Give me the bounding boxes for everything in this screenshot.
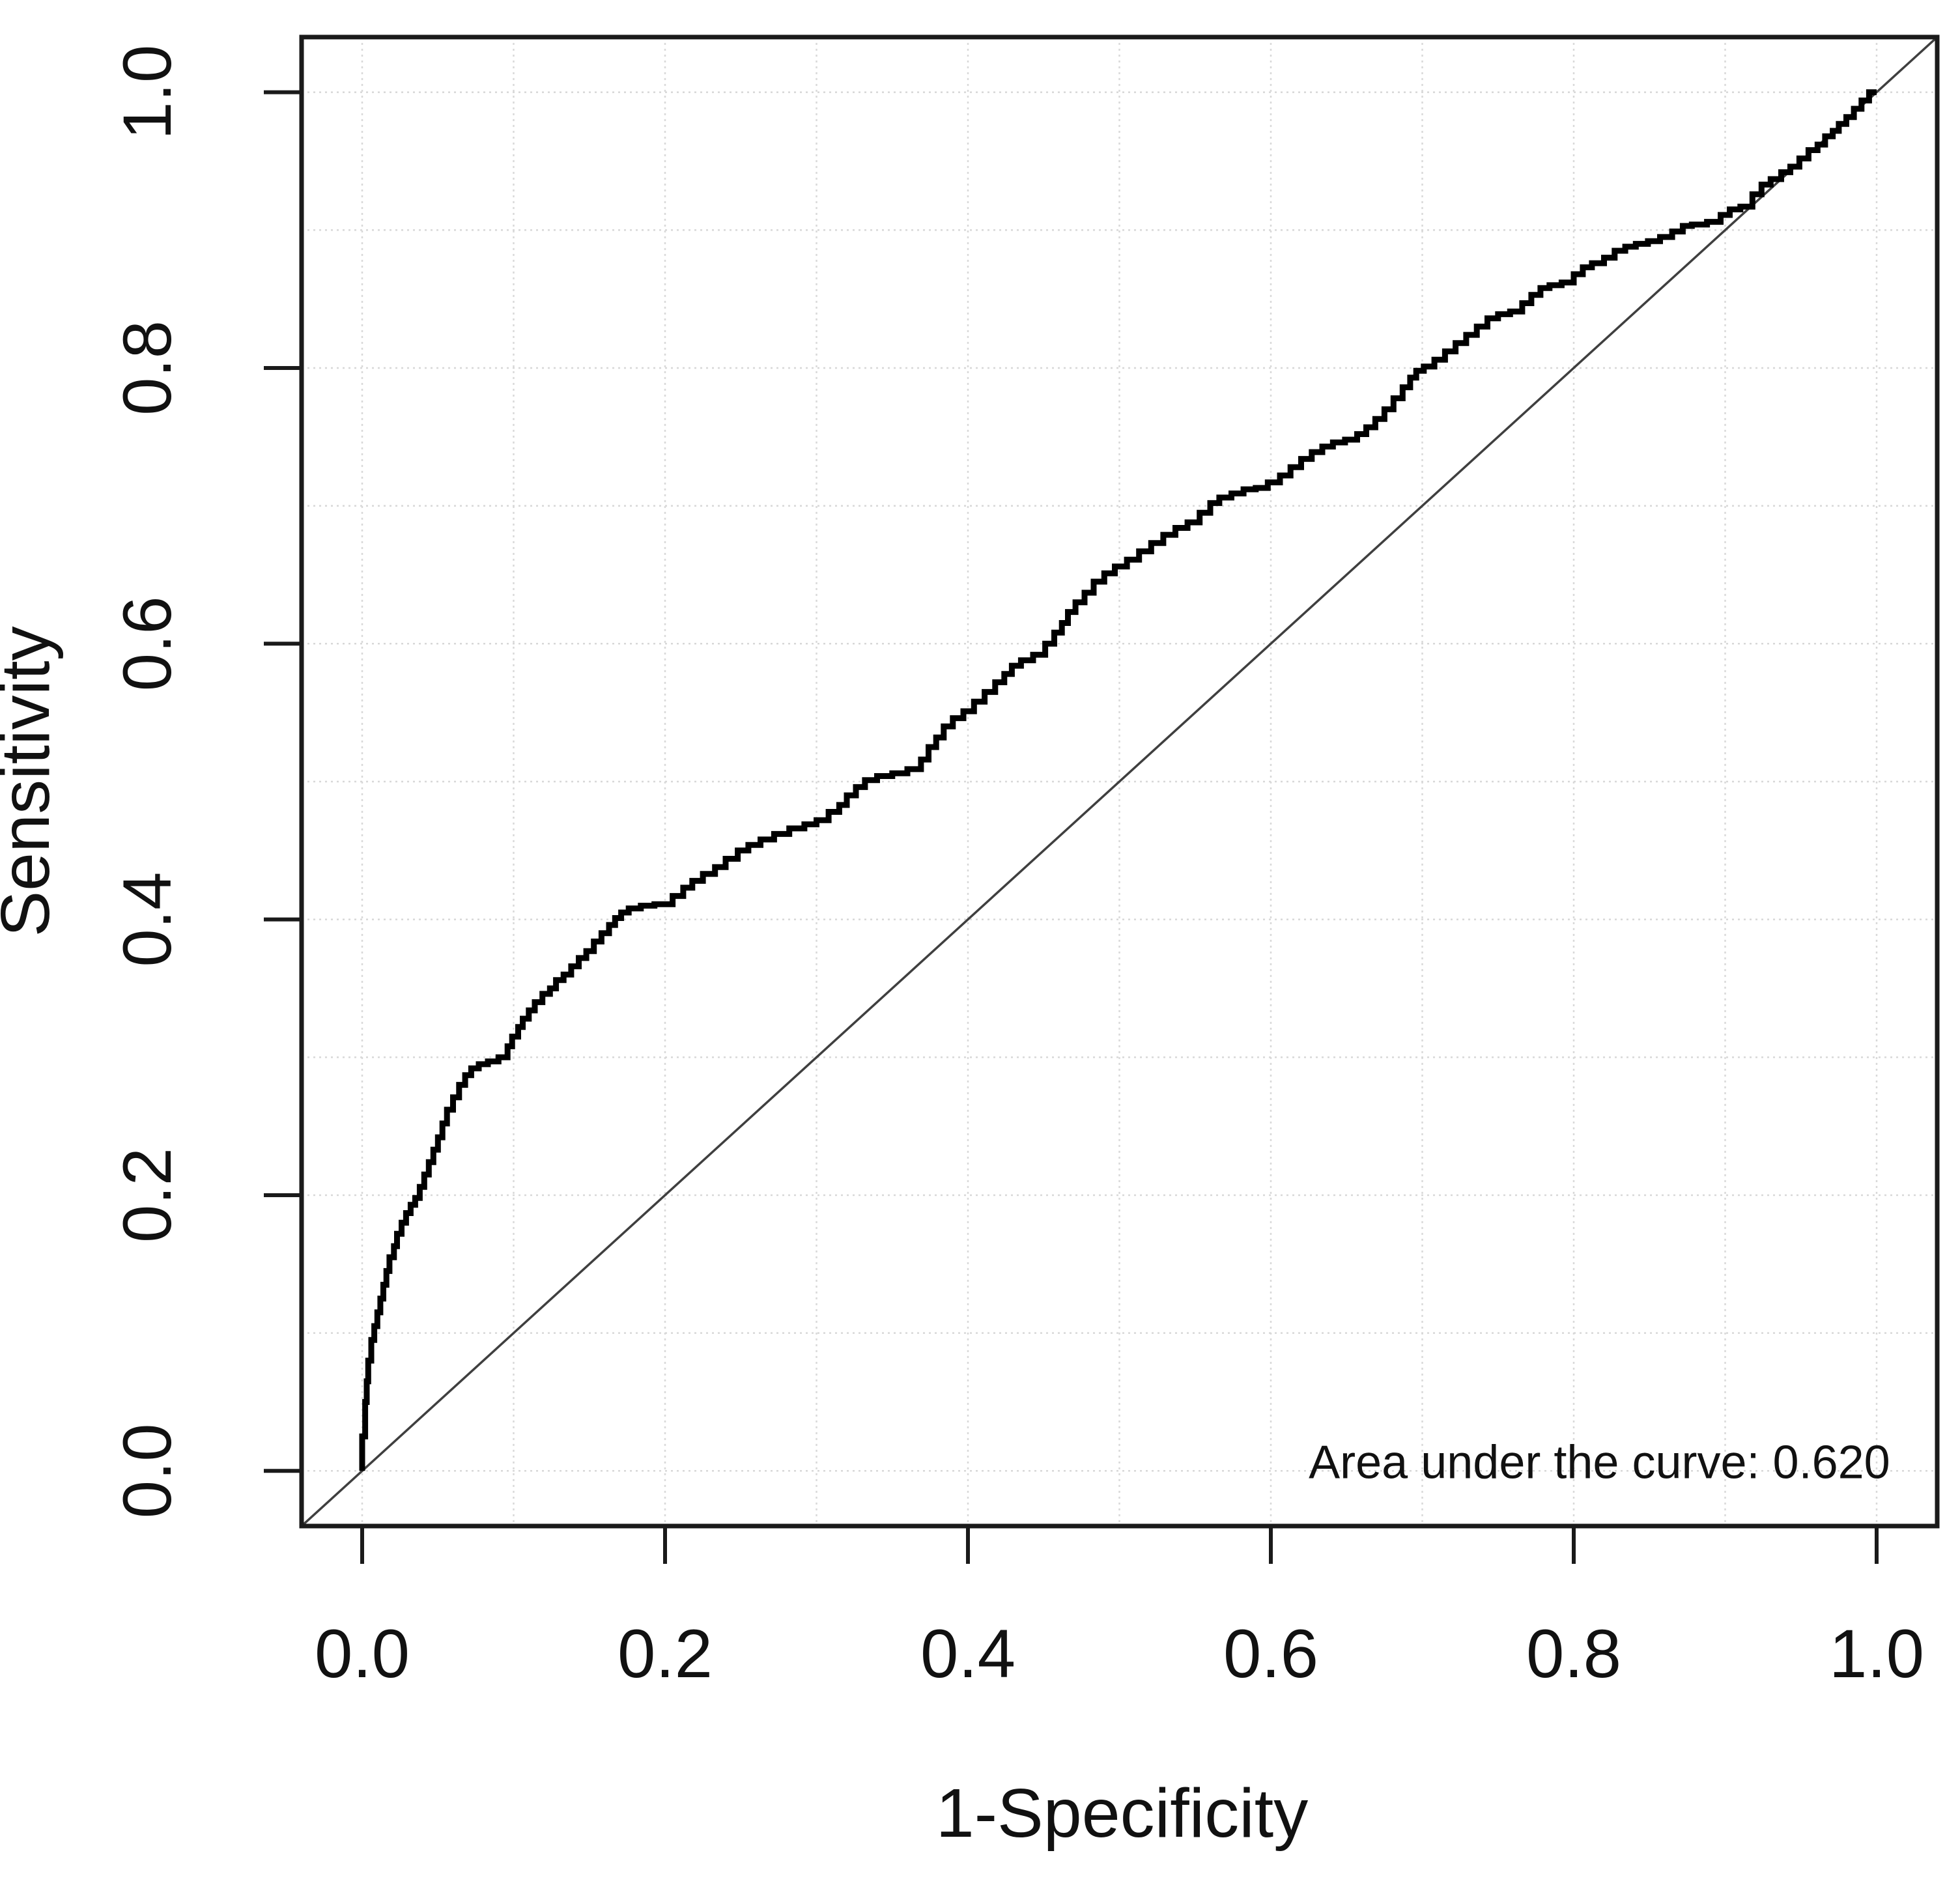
x-tick-label: 0.8 bbox=[1526, 1616, 1621, 1692]
plot-border-box bbox=[299, 35, 1940, 1529]
y-tick-label: 0.2 bbox=[109, 1148, 186, 1243]
y-tick-label: 1.0 bbox=[109, 45, 186, 140]
y-axis-title: Sensitivity bbox=[0, 626, 64, 937]
y-axis-tick-labels: 0.0 0.2 0.4 0.6 0.8 1.0 bbox=[109, 45, 186, 1519]
reference-diagonal-line bbox=[300, 36, 1939, 1527]
axis-tick-marks bbox=[264, 90, 1879, 1564]
x-tick-label: 1.0 bbox=[1829, 1616, 1924, 1692]
roc-curve bbox=[359, 89, 1877, 1471]
y-tick-label: 0.6 bbox=[109, 596, 186, 691]
y-tick-label: 0.8 bbox=[109, 320, 186, 416]
x-axis-title: 1-Specificity bbox=[936, 1775, 1308, 1852]
x-tick-label: 0.6 bbox=[1223, 1616, 1318, 1692]
y-tick-label: 0.4 bbox=[109, 872, 186, 967]
auc-annotation: Area under the curve: 0.620 bbox=[1309, 1437, 1890, 1489]
y-tick-label: 0.0 bbox=[109, 1423, 186, 1518]
x-tick-label: 0.0 bbox=[315, 1616, 410, 1692]
x-tick-label: 0.2 bbox=[618, 1616, 713, 1692]
x-axis-tick-labels: 0.0 0.2 0.4 0.6 0.8 1.0 bbox=[315, 1616, 1924, 1692]
x-tick-label: 0.4 bbox=[920, 1616, 1016, 1692]
